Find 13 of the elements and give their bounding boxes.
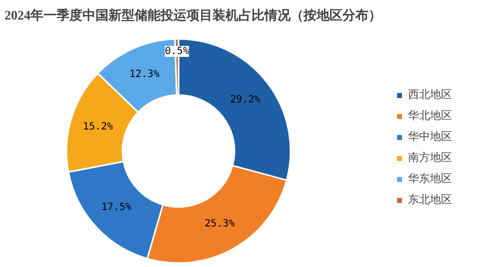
data-label: 25.3% [204,218,235,230]
data-label: 17.5% [101,202,132,213]
legend-label: 西北地区 [408,88,452,102]
legend-label: 南方地区 [408,150,452,165]
data-label: 29.2% [230,94,260,106]
legend-label: 华北地区 [408,109,452,123]
legend-label: 东北地区 [408,192,452,207]
data-label: 15.2% [82,122,114,133]
legend-label: 华中地区 [408,130,452,144]
chart-title: 2024年一季度中国新型储能投运项目装机占比情况（按地区分布） [4,8,382,22]
legend-label: 华东地区 [408,172,452,186]
data-label: 0.5% [164,46,189,57]
data-label: 12.3% [129,69,160,80]
